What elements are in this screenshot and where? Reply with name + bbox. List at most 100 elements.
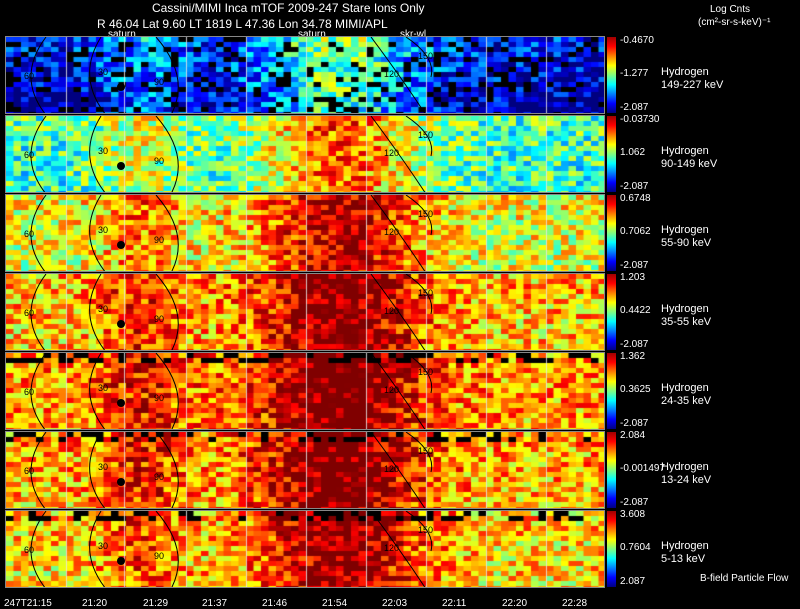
contour-line	[30, 116, 47, 192]
footer-note: B-field Particle Flow	[700, 573, 789, 584]
species-label: Hydrogen 90-149 keV	[661, 145, 717, 171]
colorbar-value-cmid: 0.4422	[620, 305, 651, 316]
contour-label: 90	[154, 551, 164, 561]
colorbar	[607, 432, 616, 508]
saturn-marker	[117, 478, 125, 486]
colorbar	[607, 195, 616, 271]
contour-line	[155, 37, 179, 113]
spectrogram-panel: 60 30 90 120 150	[5, 194, 605, 272]
contour-label: 60	[24, 545, 34, 555]
colorbar-value-cmax: -0.4670	[620, 35, 654, 46]
contour-label: 120	[384, 543, 399, 553]
colorbar-value-cmax: 0.6748	[620, 193, 651, 204]
contour-line	[405, 116, 433, 157]
contour-line	[370, 116, 426, 192]
contour-label: 60	[24, 308, 34, 318]
energy-range: 55-90 keV	[661, 237, 712, 249]
colorbar-value-cmin: -2.087	[620, 181, 649, 192]
colorbar-value-cmid: 0.3625	[620, 384, 651, 395]
colorbar-value-cmid: 0.7062	[620, 226, 651, 237]
species-label: Hydrogen 35-55 keV	[661, 303, 711, 329]
contour-line	[405, 511, 433, 552]
contour-label: 150	[418, 288, 433, 298]
contour-line	[155, 274, 179, 350]
x-tick-label: 21:20	[82, 598, 108, 609]
energy-range: 35-55 keV	[661, 316, 712, 328]
contour-line	[30, 274, 47, 350]
colorbar-value-cmin: -2.087	[620, 260, 649, 271]
heatmap-canvas	[6, 511, 604, 587]
heatmap-canvas	[6, 195, 604, 271]
species-name: Hydrogen	[661, 66, 709, 78]
contour-label: 120	[384, 148, 399, 158]
species-name: Hydrogen	[661, 303, 709, 315]
x-tick-label: 22:03	[382, 598, 408, 609]
contour-label: 30	[98, 462, 108, 472]
colorbar-value-cmax: 3.608	[620, 509, 646, 520]
contour-line	[155, 432, 179, 508]
colorbar-value-cmin: -2.087	[620, 418, 649, 429]
contour-label: 30	[98, 67, 108, 77]
contour-line	[155, 511, 179, 587]
energy-range: 149-227 keV	[661, 79, 724, 91]
contour-label: 60	[24, 150, 34, 160]
saturn-marker	[117, 399, 125, 407]
contour-line	[370, 353, 426, 429]
contour-label: 60	[24, 466, 34, 476]
species-label: Hydrogen 149-227 keV	[661, 66, 723, 92]
contour-label: 30	[98, 383, 108, 393]
contour-label: 150	[418, 446, 433, 456]
colorbar-value-cmin: -2.087	[620, 497, 649, 508]
colorbar-units: (cm²-sr-s-keV)⁻¹	[698, 17, 771, 28]
spectrogram-panel: 60 30 90 120 150	[5, 510, 605, 588]
contour-label: 150	[418, 51, 433, 61]
contour-label: 30	[98, 541, 108, 551]
contour-line	[89, 353, 106, 429]
contour-label: 60	[24, 229, 34, 239]
contour-label: 60	[24, 387, 34, 397]
colorbar-value-cmin: 2.087	[620, 576, 646, 587]
heatmap-canvas	[6, 432, 604, 508]
contour-label: 150	[418, 525, 433, 535]
contour-line	[405, 353, 433, 394]
contour-label: 90	[154, 235, 164, 245]
heatmap-canvas	[6, 116, 604, 192]
species-label: Hydrogen 24-35 keV	[661, 382, 711, 408]
contour-line	[30, 195, 47, 271]
contour-line	[30, 353, 47, 429]
heatmap-canvas	[6, 353, 604, 429]
saturn-marker	[117, 83, 125, 91]
colorbar-value-cmid: -1.277	[620, 68, 649, 79]
x-tick-label: 22:20	[502, 598, 528, 609]
contour-overlay: 60 30 90 120 150	[24, 195, 433, 271]
contour-line	[30, 511, 47, 587]
contour-line	[155, 116, 179, 192]
contour-overlay: 60 30 90 120 150	[24, 432, 433, 508]
spectrogram-panel: 60 30 90 120 150	[5, 36, 605, 114]
contour-line	[89, 116, 106, 192]
contour-label: 150	[418, 367, 433, 377]
energy-range: 24-35 keV	[661, 395, 712, 407]
saturn-marker	[117, 320, 125, 328]
marker-skr: skr-wl	[400, 29, 427, 40]
colorbar-value-cmax: 1.203	[620, 272, 646, 283]
contour-line	[155, 195, 179, 271]
contour-label: 30	[98, 225, 108, 235]
contour-overlay: 60 30 90 120 150	[24, 353, 433, 429]
spectrogram-panel: 60 30 90 120 150	[5, 431, 605, 509]
contour-line	[89, 195, 106, 271]
species-name: Hydrogen	[661, 461, 709, 473]
species-label: Hydrogen 55-90 keV	[661, 224, 711, 250]
figure-title: Cassini/MIMI Inca mTOF 2009-247 Stare Io…	[152, 1, 425, 15]
species-label: Hydrogen 13-24 keV	[661, 461, 711, 487]
colorbar	[607, 116, 616, 192]
x-tick-label: 21:46	[262, 598, 288, 609]
contour-line	[30, 37, 47, 113]
contour-line	[370, 511, 426, 587]
contour-line	[405, 432, 433, 473]
contour-overlay: 60 30 90 120 150	[24, 116, 433, 192]
colorbar-title: Log Cnts	[710, 4, 751, 15]
contour-label: 120	[384, 227, 399, 237]
contour-line	[370, 274, 426, 350]
contour-line	[89, 37, 106, 113]
